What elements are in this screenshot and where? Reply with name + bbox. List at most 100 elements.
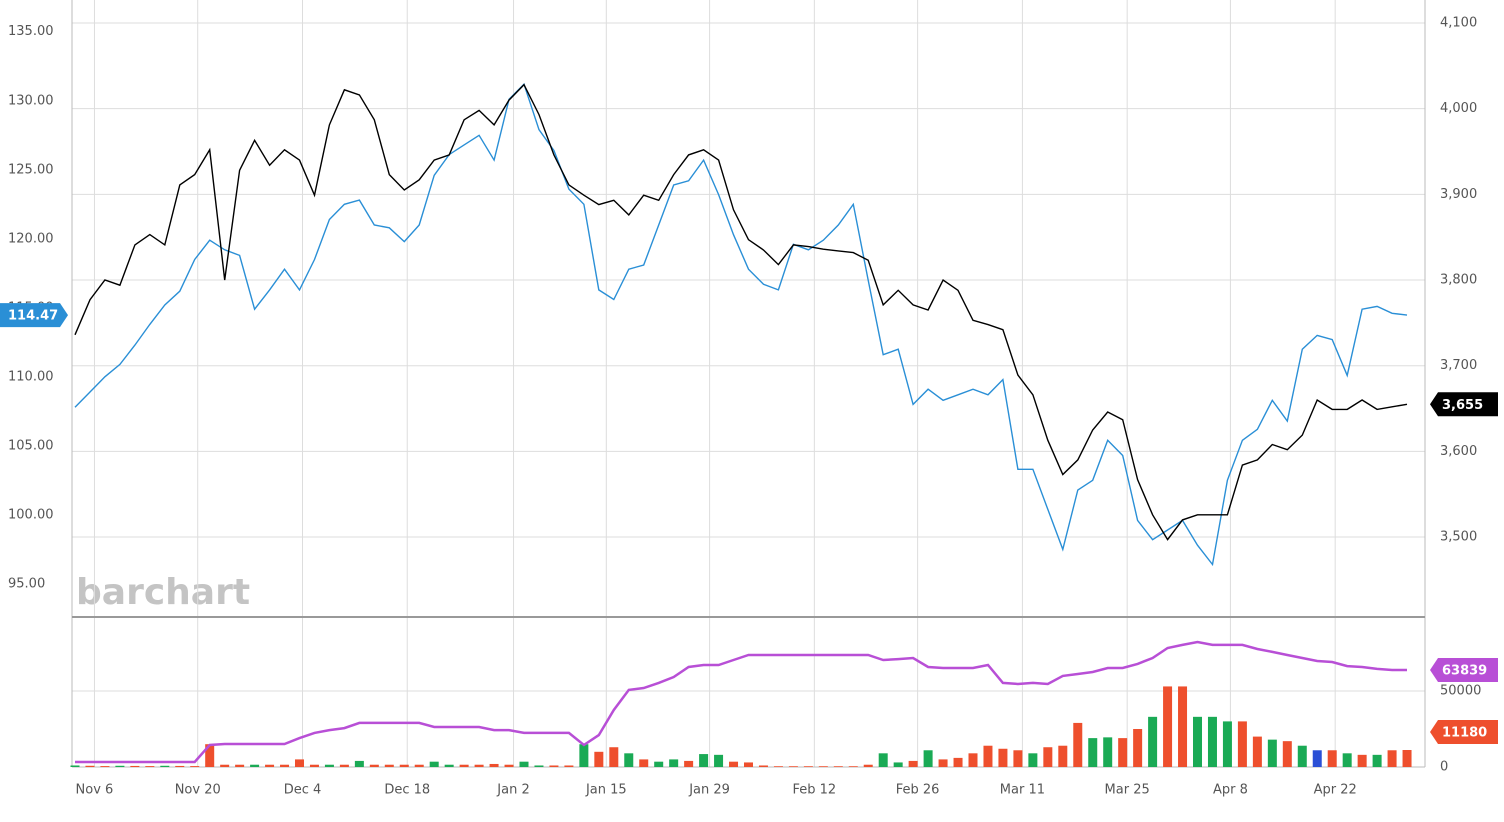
volume-bar (1013, 750, 1023, 767)
volume-bar (624, 753, 634, 767)
x-tick-label: Jan 29 (688, 783, 730, 798)
last-value-badge-shape (1430, 392, 1498, 417)
volume-bar (85, 765, 95, 767)
volume-bar (384, 764, 394, 767)
volume-bar (414, 764, 424, 767)
x-tick-label: Apr 8 (1213, 783, 1248, 798)
volume-bar (1193, 716, 1203, 767)
volume-bar (744, 762, 753, 767)
volume-bar (324, 764, 334, 767)
volume-bar (908, 760, 918, 767)
x-tick-label: Jan 2 (496, 783, 529, 798)
volume-bar (1282, 741, 1292, 767)
volume-bar (1372, 754, 1382, 767)
price-line (74, 83, 1408, 541)
volume-bar (729, 761, 739, 767)
y2-tick-label: 3,600 (1440, 444, 1477, 459)
volume-bar (130, 765, 140, 767)
x-tick-label: Feb 12 (793, 783, 837, 798)
y-tick-label: 120.00 (8, 231, 54, 246)
volume-bar (1088, 738, 1098, 767)
y2-tick-label: 3,800 (1440, 273, 1477, 288)
volume-bar (100, 766, 110, 767)
volume-bar (878, 753, 888, 767)
volume-bar (968, 753, 978, 767)
y-tick-label: 0 (1440, 760, 1448, 775)
volume-bar (833, 766, 843, 767)
volume-bar (1133, 728, 1143, 767)
y2-tick-label: 3,900 (1440, 187, 1477, 202)
volume-bar (1118, 738, 1128, 767)
last-value-badge: 63839 (1442, 663, 1487, 678)
volume-bar (953, 757, 963, 767)
volume-bar (788, 766, 798, 767)
y-tick-label: 130.00 (8, 93, 54, 108)
watermark: barchart (76, 572, 250, 613)
last-value-badge-shape (1430, 720, 1498, 745)
volume-bar (564, 765, 574, 767)
y-tick-label: 135.00 (8, 24, 54, 39)
volume-bar (669, 759, 679, 767)
x-tick-label: Mar 11 (1000, 783, 1045, 798)
volume-bar (1058, 745, 1068, 767)
volume-bar (803, 766, 813, 767)
volume-bar (998, 748, 1008, 767)
volume-bar (1178, 686, 1188, 767)
volume-bar (594, 751, 604, 767)
volume-bar (923, 750, 933, 767)
volume-bar (579, 744, 589, 767)
volume-bar (459, 764, 469, 767)
volume-bar (938, 759, 948, 767)
volume-bar (534, 765, 544, 767)
volume-bar (758, 765, 768, 767)
price-line (74, 82, 1408, 567)
volume-bar (1327, 750, 1337, 767)
volume-bar (1163, 686, 1173, 767)
y-tick-label: 95.00 (8, 576, 45, 591)
volume-bar (354, 760, 364, 767)
y-tick-label: 105.00 (8, 438, 54, 453)
volume-bar (280, 764, 290, 767)
volume-bar (369, 764, 379, 767)
volume-bar (1237, 721, 1247, 767)
last-value-badge: 3,655 (1442, 398, 1483, 413)
volume-bar (1252, 736, 1262, 767)
volume-bar (609, 747, 619, 767)
volume-bar (1043, 747, 1053, 767)
volume-bar (190, 766, 200, 767)
x-tick-label: Dec 4 (284, 783, 322, 798)
volume-bar (205, 744, 215, 767)
volume-bar (339, 764, 349, 767)
volume-bar (714, 754, 724, 767)
y-tick-label: 125.00 (8, 162, 54, 177)
volume-bar (639, 759, 649, 767)
x-tick-label: Feb 26 (896, 783, 940, 798)
volume-bar (309, 764, 319, 767)
grid (72, 0, 1425, 768)
volume-bar (1267, 739, 1277, 767)
volume-bar (1207, 716, 1217, 767)
volume-bar (1222, 721, 1232, 767)
volume-bar (1028, 753, 1038, 767)
volume-bar (265, 764, 275, 767)
open-interest-line (75, 640, 1407, 764)
volume-bar (893, 762, 903, 767)
volume-bar (175, 765, 185, 767)
y-tick-label: 110.00 (8, 369, 54, 384)
volume-bar (1402, 750, 1412, 767)
x-tick-label: Apr 22 (1314, 783, 1357, 798)
volume-bar (863, 764, 873, 767)
last-value-badge-shape (1430, 657, 1498, 682)
volume-bar (115, 765, 125, 767)
volume-bar (818, 766, 828, 767)
volume-bar (145, 766, 155, 767)
volume-bar (429, 761, 439, 767)
volume-bar (504, 764, 514, 767)
volume-bar (444, 764, 454, 767)
volume-bar (220, 764, 230, 767)
x-tick-label: Jan 15 (585, 783, 627, 798)
volume-bar (250, 764, 260, 767)
y-tick-label: 100.00 (8, 507, 54, 522)
